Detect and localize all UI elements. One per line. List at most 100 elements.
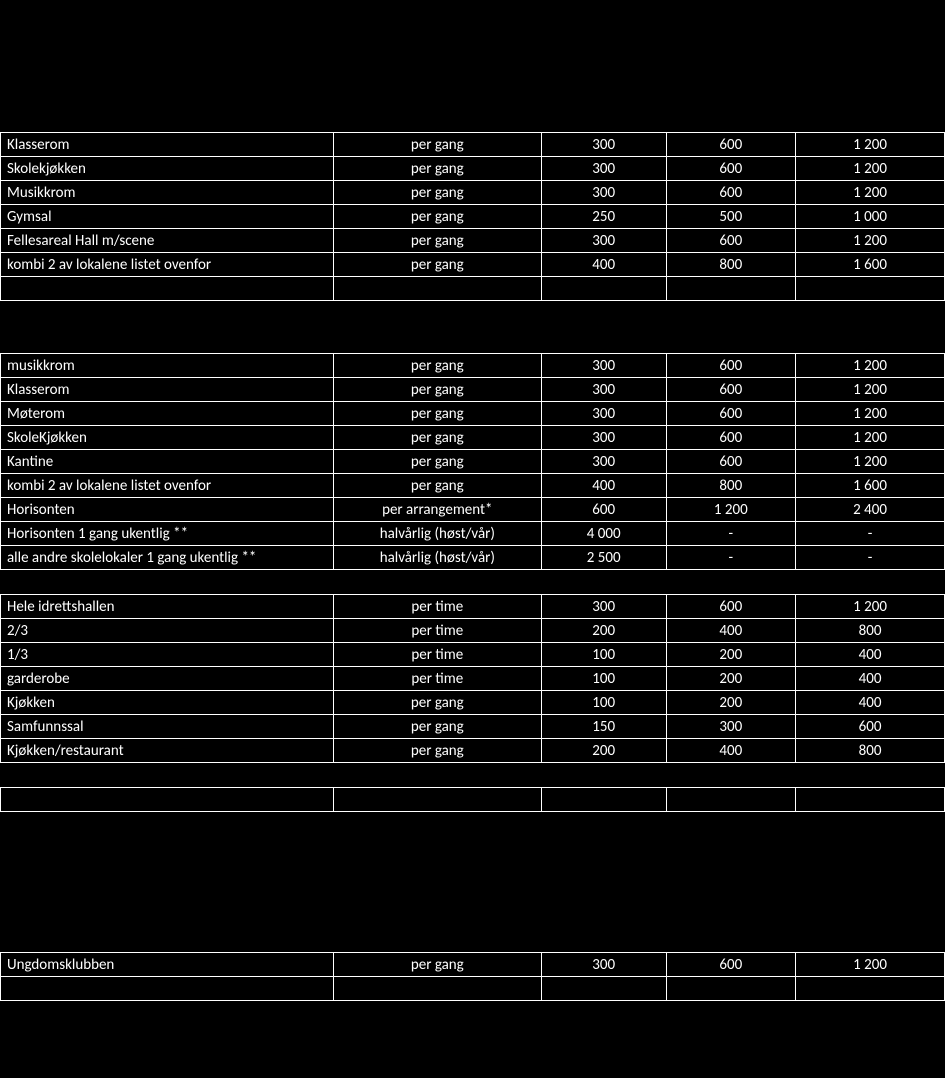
cell-label: Kjøkken <box>1 691 334 715</box>
page-wrap: Klasserom per gang 300 600 1 200 Skolekj… <box>0 0 945 1051</box>
cell-price3: 1 200 <box>796 378 945 402</box>
cell-empty <box>333 788 541 812</box>
cell-price2: 600 <box>666 595 796 619</box>
cell-price1: 300 <box>541 595 666 619</box>
cell-unit: per gang <box>333 450 541 474</box>
cell-label: kombi 2 av lokalene listet ovenfor <box>1 253 334 277</box>
cell-empty <box>333 977 541 1001</box>
cell-label: Fellesareal Hall m/scene <box>1 229 334 253</box>
cell-price3: 400 <box>796 667 945 691</box>
cell-label: Kjøkken/restaurant <box>1 739 334 763</box>
cell-unit: halvårlig (høst/vår) <box>333 546 541 570</box>
table-row-empty <box>1 277 945 301</box>
cell-label: Horisonten <box>1 498 334 522</box>
cell-price1: 300 <box>541 378 666 402</box>
table-row: Skolekjøkken per gang 300 600 1 200 <box>1 157 945 181</box>
cell-price1: 200 <box>541 619 666 643</box>
cell-price1: 300 <box>541 450 666 474</box>
cell-unit: per gang <box>333 739 541 763</box>
cell-price1: 100 <box>541 667 666 691</box>
cell-price3: 1 200 <box>796 157 945 181</box>
cell-price1: 300 <box>541 402 666 426</box>
table-row: alle andre skolelokaler 1 gang ukentlig … <box>1 546 945 570</box>
cell-empty <box>1 788 334 812</box>
cell-label: 1/3 <box>1 643 334 667</box>
cell-unit: per gang <box>333 402 541 426</box>
table-row: musikkrom per gang 300 600 1 200 <box>1 354 945 378</box>
cell-price1: 300 <box>541 133 666 157</box>
cell-price1: 400 <box>541 253 666 277</box>
table-row: Gymsal per gang 250 500 1 000 <box>1 205 945 229</box>
cell-price2: 600 <box>666 157 796 181</box>
cell-price3: 400 <box>796 643 945 667</box>
cell-price2: 600 <box>666 378 796 402</box>
cell-price2: 1 200 <box>666 498 796 522</box>
cell-unit: per time <box>333 667 541 691</box>
cell-unit: per gang <box>333 253 541 277</box>
table-row: SkoleKjøkken per gang 300 600 1 200 <box>1 426 945 450</box>
cell-price1: 300 <box>541 953 666 977</box>
cell-price1: 200 <box>541 739 666 763</box>
cell-price2: 600 <box>666 229 796 253</box>
cell-price3: 2 400 <box>796 498 945 522</box>
cell-price2: 600 <box>666 133 796 157</box>
cell-price1: 300 <box>541 229 666 253</box>
table-section4: Ungdomsklubben per gang 300 600 1 200 <box>0 952 945 1001</box>
table-row: Møterom per gang 300 600 1 200 <box>1 402 945 426</box>
cell-label: alle andre skolelokaler 1 gang ukentlig … <box>1 546 334 570</box>
cell-unit: halvårlig (høst/vår) <box>333 522 541 546</box>
cell-price3: 1 200 <box>796 426 945 450</box>
cell-label: Samfunnssal <box>1 715 334 739</box>
table-row: Kantine per gang 300 600 1 200 <box>1 450 945 474</box>
table-section2: musikkrom per gang 300 600 1 200 Klasser… <box>0 353 945 570</box>
cell-price3: 1 200 <box>796 595 945 619</box>
cell-label: Møterom <box>1 402 334 426</box>
cell-empty <box>796 277 945 301</box>
cell-empty <box>333 277 541 301</box>
cell-label: Klasserom <box>1 378 334 402</box>
cell-empty <box>1 977 334 1001</box>
cell-price2: 800 <box>666 474 796 498</box>
cell-price1: 150 <box>541 715 666 739</box>
cell-price2: 600 <box>666 426 796 450</box>
cell-price2: 200 <box>666 643 796 667</box>
cell-price2: 200 <box>666 691 796 715</box>
table-row: Klasserom per gang 300 600 1 200 <box>1 133 945 157</box>
tbody-section4: Ungdomsklubben per gang 300 600 1 200 <box>1 953 945 1001</box>
cell-empty <box>796 977 945 1001</box>
cell-unit: per gang <box>333 229 541 253</box>
table-row: kombi 2 av lokalene listet ovenfor per g… <box>1 253 945 277</box>
cell-price2: - <box>666 546 796 570</box>
gap <box>0 570 945 594</box>
table-section3: Hele idrettshallen per time 300 600 1 20… <box>0 594 945 763</box>
cell-price3: 1 200 <box>796 133 945 157</box>
cell-price2: 400 <box>666 739 796 763</box>
cell-price3: 1 600 <box>796 474 945 498</box>
table-row: 1/3 per time 100 200 400 <box>1 643 945 667</box>
cell-price3: 800 <box>796 739 945 763</box>
cell-price1: 100 <box>541 643 666 667</box>
cell-label: SkoleKjøkken <box>1 426 334 450</box>
table-row: garderobe per time 100 200 400 <box>1 667 945 691</box>
cell-price3: 1 200 <box>796 450 945 474</box>
gap <box>0 812 945 952</box>
cell-label: Gymsal <box>1 205 334 229</box>
cell-unit: per time <box>333 619 541 643</box>
cell-unit: per arrangement* <box>333 498 541 522</box>
cell-unit: per gang <box>333 426 541 450</box>
cell-label: Musikkrom <box>1 181 334 205</box>
cell-label: Skolekjøkken <box>1 157 334 181</box>
cell-unit: per gang <box>333 378 541 402</box>
cell-label: garderobe <box>1 667 334 691</box>
cell-unit: per time <box>333 643 541 667</box>
cell-unit: per gang <box>333 474 541 498</box>
cell-price3: 1 200 <box>796 953 945 977</box>
table-empty-band <box>0 787 945 812</box>
table-row: Kjøkken per gang 100 200 400 <box>1 691 945 715</box>
tbody-section2: musikkrom per gang 300 600 1 200 Klasser… <box>1 354 945 570</box>
cell-unit: per gang <box>333 133 541 157</box>
cell-unit: per time <box>333 595 541 619</box>
table-row: Kjøkken/restaurant per gang 200 400 800 <box>1 739 945 763</box>
cell-unit: per gang <box>333 715 541 739</box>
cell-price2: 800 <box>666 253 796 277</box>
